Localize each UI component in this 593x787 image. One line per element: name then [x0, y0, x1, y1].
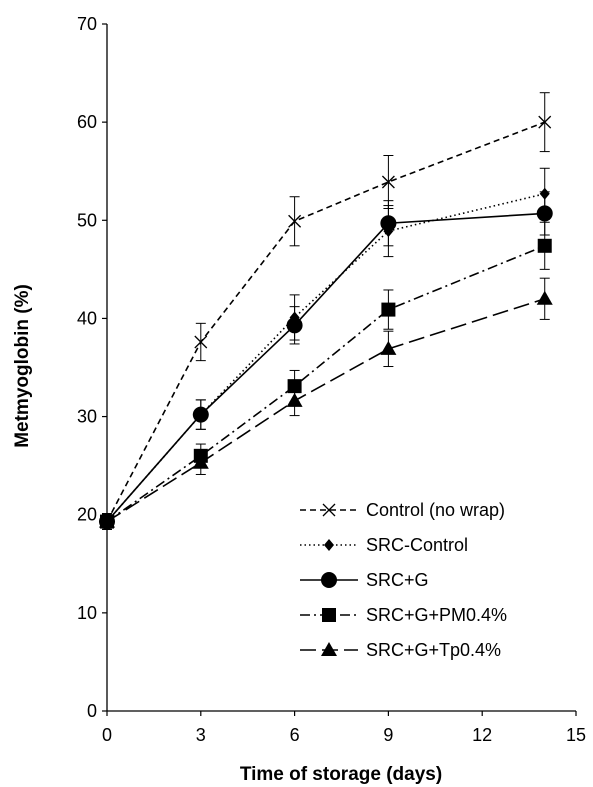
series-line: [106, 298, 545, 523]
legend-marker: [322, 608, 336, 622]
series-line: [106, 245, 546, 523]
series-line: [106, 121, 546, 522]
data-point: [286, 317, 303, 334]
legend-label: SRC+G+Tp0.4%: [366, 640, 501, 660]
legend-marker: [324, 539, 334, 551]
x-tick-label: 9: [383, 725, 393, 745]
legend-item-2: SRC+G: [300, 570, 429, 590]
y-tick-label: 30: [77, 407, 97, 427]
legend-item-1: SRC-Control: [300, 535, 468, 555]
y-tick-label: 40: [77, 308, 97, 328]
legend: Control (no wrap) SRC-Control SRC+G SRC+G+P…: [300, 500, 507, 660]
data-point: [536, 290, 553, 305]
y-tick-label: 60: [77, 112, 97, 132]
y-tick-label: 10: [77, 603, 97, 623]
data-point: [380, 215, 397, 232]
x-tick-label: 0: [102, 725, 112, 745]
data-point: [192, 454, 209, 469]
data-point: [537, 238, 552, 253]
legend-label: SRC+G: [366, 570, 429, 590]
data-point: [380, 340, 397, 355]
x-tick-label: 3: [196, 725, 206, 745]
y-tick-label: 70: [77, 14, 97, 34]
series-0: [100, 92, 552, 530]
legend-marker: [322, 503, 336, 517]
series-4: [99, 277, 553, 530]
x-tick-label: 6: [290, 725, 300, 745]
legend-item-4: SRC+G+Tp0.4%: [300, 640, 501, 660]
plot-area: 0 10 20 30 40 50 60 70 0 3 6 9 12 15: [77, 14, 586, 745]
data-point: [286, 392, 303, 407]
data-point: [536, 205, 553, 222]
x-tick-label: 12: [472, 725, 492, 745]
data-point: [538, 115, 552, 129]
data-point: [381, 175, 395, 189]
x-tick-label: 15: [566, 725, 586, 745]
y-tick-label: 20: [77, 505, 97, 525]
y-tick-label: 50: [77, 210, 97, 230]
x-axis-title: Time of storage (days): [240, 764, 442, 785]
y-tick-label: 0: [87, 701, 97, 721]
legend-marker: [321, 642, 337, 656]
legend-item-0: Control (no wrap): [300, 500, 505, 520]
legend-marker: [321, 572, 337, 588]
legend-label: SRC-Control: [366, 535, 468, 555]
series-2: [99, 191, 553, 530]
data-point: [192, 406, 209, 423]
legend-label: SRC+G+PM0.4%: [366, 605, 507, 625]
data-point: [99, 513, 115, 528]
data-point: [381, 302, 396, 317]
legend-label: Control (no wrap): [366, 500, 505, 520]
data-point: [194, 335, 208, 349]
series-line: [106, 193, 545, 523]
data-point: [288, 214, 302, 228]
legend-item-3: SRC+G+PM0.4%: [300, 605, 507, 625]
y-axis-title: Metmyoglobin (%): [12, 284, 33, 448]
series-1: [102, 167, 550, 530]
